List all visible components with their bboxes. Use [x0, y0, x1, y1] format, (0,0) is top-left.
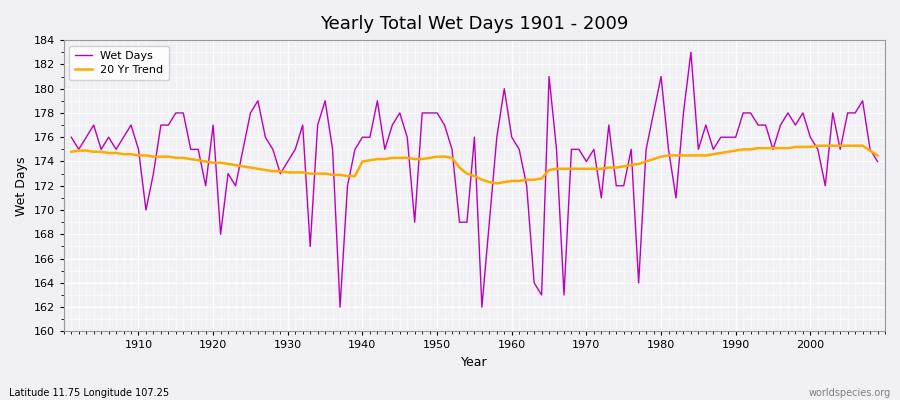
Wet Days	[66, 135, 77, 140]
20 Yr Trend	[491, 181, 502, 186]
Wet Days	[514, 147, 525, 152]
20 Yr Trend	[603, 165, 614, 170]
20 Yr Trend	[514, 178, 525, 183]
Legend: Wet Days, 20 Yr Trend: Wet Days, 20 Yr Trend	[69, 46, 169, 80]
Text: worldspecies.org: worldspecies.org	[809, 388, 891, 398]
20 Yr Trend	[335, 172, 346, 177]
20 Yr Trend	[290, 170, 301, 175]
20 Yr Trend	[66, 149, 77, 154]
Wet Days	[507, 135, 517, 140]
Wet Days	[290, 147, 301, 152]
Wet Days	[686, 50, 697, 55]
20 Yr Trend	[126, 152, 137, 157]
Wet Days	[126, 123, 137, 128]
Y-axis label: Wet Days: Wet Days	[15, 156, 28, 216]
Wet Days	[872, 159, 883, 164]
X-axis label: Year: Year	[461, 356, 488, 369]
Line: Wet Days: Wet Days	[71, 52, 878, 307]
20 Yr Trend	[872, 153, 883, 158]
20 Yr Trend	[813, 143, 824, 148]
20 Yr Trend	[507, 178, 517, 183]
Wet Days	[342, 183, 353, 188]
Title: Yearly Total Wet Days 1901 - 2009: Yearly Total Wet Days 1901 - 2009	[320, 15, 628, 33]
Line: 20 Yr Trend: 20 Yr Trend	[71, 146, 878, 183]
Text: Latitude 11.75 Longitude 107.25: Latitude 11.75 Longitude 107.25	[9, 388, 169, 398]
Wet Days	[603, 123, 614, 128]
Wet Days	[335, 305, 346, 310]
